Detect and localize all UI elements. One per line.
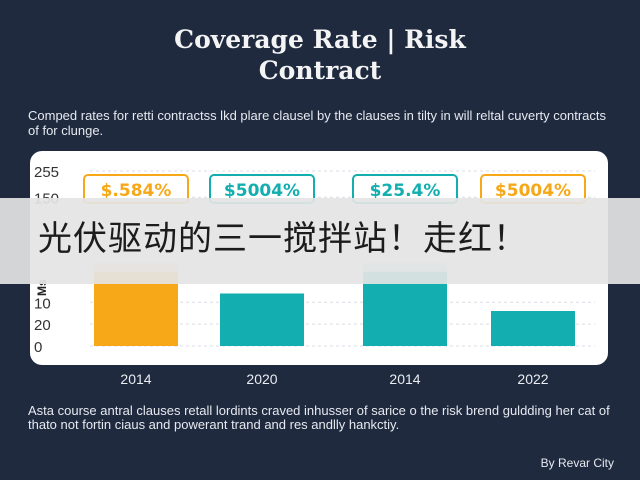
value-badge-label: $5004%	[495, 181, 571, 201]
y-tick-label: 0	[34, 339, 42, 356]
x-tick-label: 2014	[389, 371, 421, 387]
y-tick-label: 255	[34, 164, 59, 181]
x-axis-labels: 2014 2020 2014 2022	[0, 371, 640, 389]
title-line-1: Coverage Rate | Risk	[174, 25, 466, 54]
y-tick-label: 20	[34, 317, 51, 334]
y-tick-label: 10	[34, 295, 51, 312]
bar	[491, 311, 575, 346]
x-tick-label: 2020	[246, 371, 278, 387]
bar	[220, 293, 304, 346]
x-tick-label: 2022	[517, 371, 549, 387]
value-badge-label: $25.4%	[370, 181, 441, 201]
bar	[363, 271, 447, 346]
value-badge-label: $5004%	[224, 181, 300, 201]
x-tick-label: 2014	[120, 371, 152, 387]
bar-chart: 02010150255Ms$.584%$5004%$25.4%$5004%	[34, 164, 595, 356]
value-badge-label: $.584%	[101, 181, 172, 201]
bar	[94, 271, 178, 346]
page-title: Coverage Rate | Risk Contract	[0, 24, 640, 86]
outro-text: Asta course antral clauses retall lordin…	[28, 403, 610, 432]
byline: By Revar City	[540, 456, 614, 470]
banner-text: 光伏驱动的三一搅拌站！走红！	[38, 219, 528, 259]
intro-text: Comped rates for retti contractss lkd pl…	[28, 108, 607, 138]
title-line-2: Contract	[258, 56, 382, 85]
overlay-banner	[0, 198, 640, 284]
